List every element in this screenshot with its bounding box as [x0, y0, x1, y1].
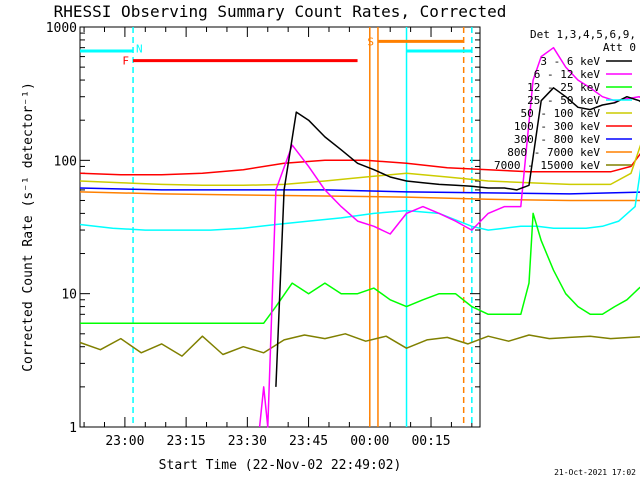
legend-label: 25 - 50 keV: [527, 94, 600, 107]
series-line-12-25-kev: [80, 212, 640, 324]
flag-bars: NF S: [80, 35, 472, 68]
series-line-800-7000-kev: [79, 191, 640, 202]
series-line-100-300-kev: [79, 152, 640, 176]
legend-label: 100 - 300 keV: [514, 120, 600, 133]
x-tick-label: 23:45: [289, 434, 328, 449]
legend-title-line-2: Att 0: [603, 41, 636, 54]
series-line-3-6-kev: [275, 87, 640, 387]
x-tick-label: 23:30: [228, 434, 267, 449]
vertical-markers: [132, 27, 473, 427]
flag-label: F: [122, 55, 129, 68]
x-tick-label: 23:00: [105, 434, 144, 449]
plot-frame: [79, 26, 481, 428]
y-tick-label: 1: [69, 421, 77, 436]
series-line-25-50-kev: [79, 168, 640, 231]
series-line-300-800-kev: [79, 187, 640, 195]
chart-title: RHESSI Observing Summary Count Rates, Co…: [54, 2, 507, 21]
y-tick-label: 10: [61, 288, 77, 303]
y-axis-label: Corrected Count Rate (s⁻¹ detector⁻¹): [21, 82, 36, 372]
series-line-7000-15000-kev: [79, 333, 640, 357]
x-tick-label: 23:15: [167, 434, 206, 449]
x-axis: 23:00 23:15 23:30 23:45 00:00 00:15: [83, 27, 473, 449]
y-tick-label: 1000: [46, 21, 77, 36]
legend-label: 12 - 25 keV: [527, 81, 600, 94]
generated-timestamp: 21-Oct-2021 17:02: [554, 468, 636, 477]
legend-label: 7000 - 15000 keV: [494, 159, 600, 172]
flag-label: N: [136, 43, 143, 56]
legend-label: 300 - 800 keV: [514, 133, 600, 146]
legend-label: 50 - 100 keV: [521, 107, 601, 120]
flag-label: S: [367, 35, 374, 48]
legend-label: 6 - 12 keV: [534, 68, 601, 81]
y-axis: 1 10 100 1000: [46, 21, 480, 436]
series-line-50-100-kev: [79, 144, 640, 187]
x-axis-label: Start Time (22-Nov-02 22:49:02): [159, 458, 402, 473]
legend-label: 800 - 7000 keV: [507, 146, 600, 159]
series-lines: [79, 46, 640, 428]
legend-title-line-1: Det 1,3,4,5,6,9,: [530, 28, 636, 41]
series-line-6-12-kev: [258, 46, 640, 428]
legend-label: 3 - 6 keV: [540, 55, 600, 68]
y-tick-label: 100: [54, 154, 77, 169]
x-tick-label: 00:15: [411, 434, 450, 449]
x-tick-label: 00:00: [350, 434, 389, 449]
